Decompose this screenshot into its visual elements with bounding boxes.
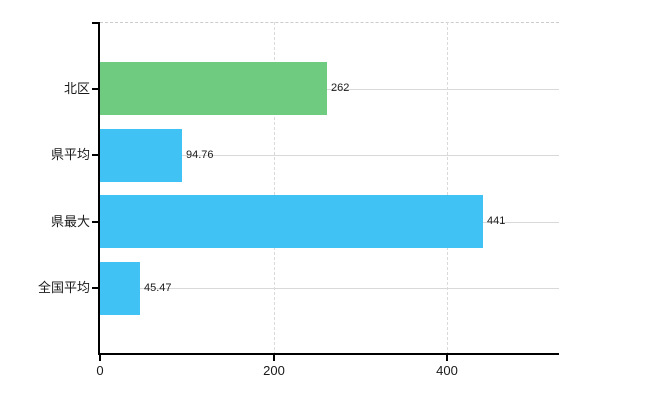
x-tick-label-400: 400 [436, 363, 458, 378]
category-label-3: 全国平均 [37, 280, 90, 295]
bar-3 [100, 262, 140, 315]
horizontal-gridline-row-0 [100, 89, 559, 90]
bar-2 [100, 195, 483, 248]
y-axis-line [98, 22, 100, 355]
vertical-gridline-400 [447, 22, 448, 355]
y-axis-tick-row-3 [92, 287, 100, 289]
x-axis-tick-200 [273, 355, 275, 361]
y-axis-tick-row-2 [92, 221, 100, 223]
y-axis-tick-row-1 [92, 154, 100, 156]
horizontal-gridline-row-1 [100, 155, 559, 156]
value-label-3: 45.47 [144, 282, 172, 294]
bar-1 [100, 129, 183, 182]
x-tick-label-200: 200 [263, 363, 285, 378]
category-label-1: 県平均 [50, 147, 90, 162]
value-label-0: 262 [331, 82, 350, 94]
x-axis-tick-0 [99, 355, 101, 361]
x-axis-tick-400 [446, 355, 448, 361]
x-axis-line [98, 353, 559, 355]
y-axis-top-tick [92, 22, 100, 24]
vertical-gridline-200 [274, 22, 275, 355]
plot-top-border [100, 22, 559, 23]
x-tick-label-0: 0 [96, 363, 104, 378]
y-axis-tick-row-0 [92, 88, 100, 90]
bar-0 [100, 62, 328, 115]
category-label-0: 北区 [63, 81, 90, 96]
value-label-1: 94.76 [186, 149, 214, 161]
value-label-2: 441 [487, 215, 506, 227]
category-label-2: 県最大 [50, 214, 90, 229]
horizontal-gridline-row-3 [100, 288, 559, 289]
